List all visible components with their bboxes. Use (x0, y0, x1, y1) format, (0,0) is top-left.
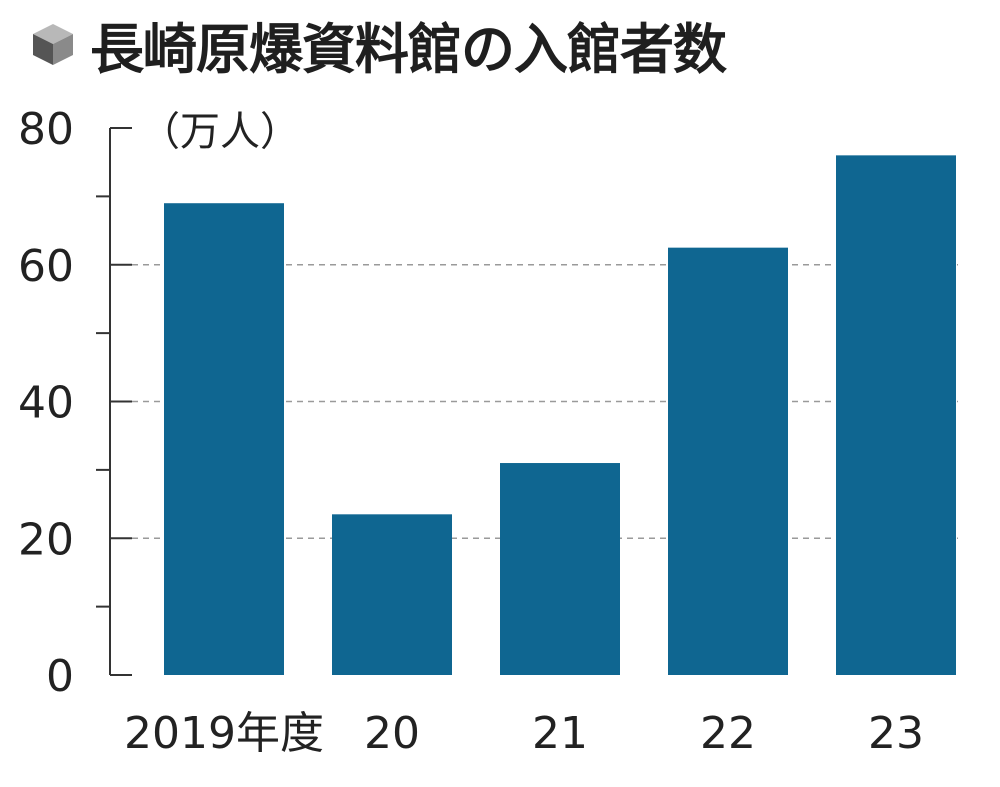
y-tick-label-60: 60 (18, 241, 74, 292)
cube-icon (33, 24, 73, 65)
bar-0 (164, 203, 284, 675)
bars (164, 155, 956, 676)
y-tick-label-20: 20 (18, 514, 74, 565)
chart-title: 長崎原爆資料館の入館者数 (90, 17, 727, 81)
y-tick-label-80: 80 (18, 104, 74, 155)
y-axis-unit-label: （万人） (140, 109, 300, 155)
x-category-label-2: 21 (532, 708, 588, 759)
bar-2 (500, 463, 620, 675)
x-category-label-4: 23 (868, 708, 924, 759)
x-category-label-0: 2019年度 (124, 708, 324, 759)
labels: 0 20 40 60 80 （万人） 2019年度 20 21 22 23 (18, 104, 924, 759)
y-tick-label-0: 0 (46, 651, 74, 702)
y-tick-label-40: 40 (18, 378, 74, 429)
title-bar: 長崎原爆資料館の入館者数 (30, 4, 727, 84)
bar-4 (836, 155, 956, 676)
x-category-label-1: 20 (364, 708, 420, 759)
x-category-label-3: 22 (700, 708, 756, 759)
y-axis (96, 127, 132, 676)
bar-1 (332, 514, 452, 675)
bar-3 (668, 247, 788, 675)
